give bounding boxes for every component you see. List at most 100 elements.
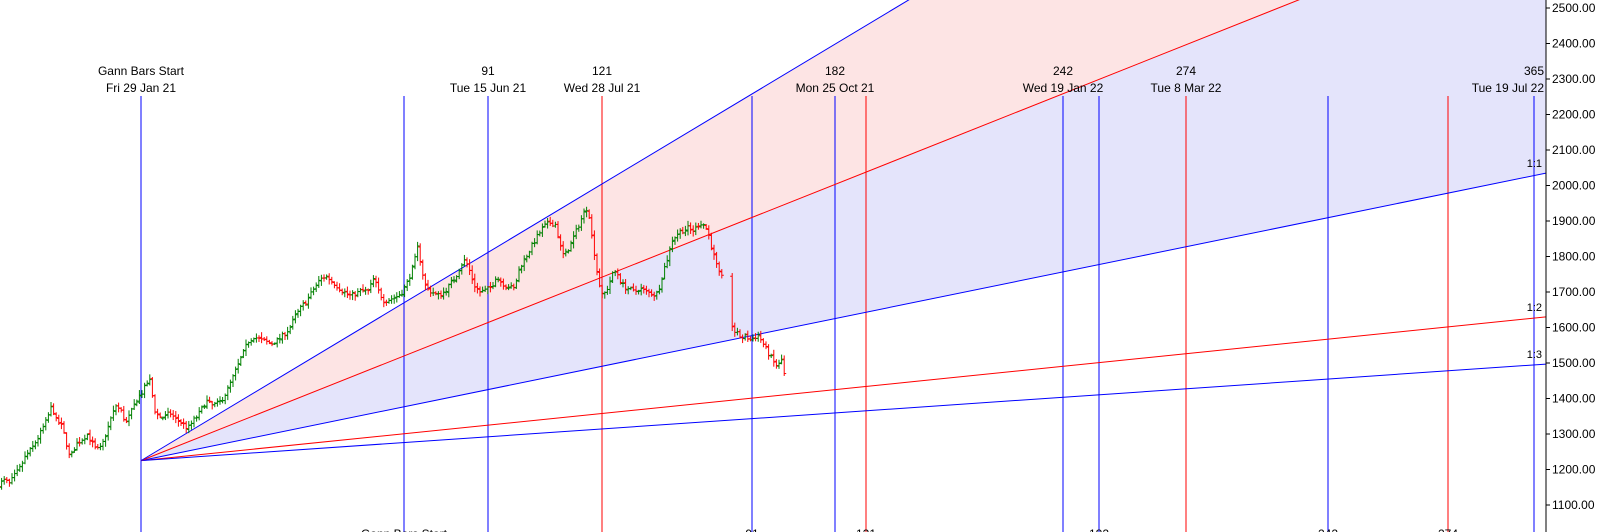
ohlc-bar: [381, 294, 386, 308]
y-tick-label: 2200.00: [1552, 108, 1596, 122]
ohlc-bar: [124, 417, 129, 424]
time-label-top-2-bars: 121: [592, 64, 612, 78]
ohlc-bar: [309, 287, 313, 300]
y-tick-label: 1600.00: [1552, 321, 1596, 335]
ohlc-bar: [639, 283, 644, 296]
ohlc-bar: [207, 396, 212, 404]
ohlc-bar: [257, 335, 261, 343]
ohlc-bar: [181, 418, 186, 429]
fan-line-1-3: [140, 363, 1546, 462]
ohlc-bar: [2, 476, 7, 485]
ohlc-bar: [150, 377, 155, 398]
ohlc-bar: [654, 290, 659, 300]
ohlc-bar: [595, 253, 599, 276]
ohlc-bar: [72, 447, 77, 453]
y-tick-label: 1800.00: [1552, 250, 1596, 264]
ohlc-bar: [296, 308, 300, 318]
ohlc-bar: [233, 366, 238, 381]
ohlc-bar: [288, 324, 293, 335]
ohlc-bar: [332, 281, 337, 289]
ohlc-bar: [706, 225, 711, 240]
ohlc-bar: [623, 279, 628, 294]
ohlc-bar: [449, 276, 454, 289]
time-label-bottom-1: 91: [745, 527, 759, 532]
ohlc-bar: [249, 338, 254, 346]
ohlc-bar: [389, 295, 394, 304]
ohlc-bar: [649, 289, 654, 297]
y-tick-label: 2000.00: [1552, 179, 1596, 193]
ohlc-bar: [90, 436, 95, 448]
ohlc-bar: [517, 266, 521, 283]
ohlc-bar: [75, 438, 79, 451]
ohlc-bar: [85, 433, 90, 441]
ohlc-bar: [80, 438, 85, 445]
ohlc-bar: [329, 276, 334, 285]
ohlc-bar: [103, 434, 108, 447]
ohlc-bar: [397, 291, 402, 298]
time-label-bottom-5: 274: [1438, 527, 1458, 532]
ohlc-bar: [335, 281, 339, 291]
ohlc-bar: [111, 405, 116, 421]
fan-line-steep-3: [140, 0, 1300, 462]
ohlc-bar: [628, 286, 633, 291]
ohlc-bar: [600, 284, 605, 299]
ohlc-bar: [173, 411, 178, 424]
ohlc-bar: [244, 339, 248, 356]
ohlc-bar: [345, 286, 350, 299]
time-label-top-3-bars: 182: [825, 64, 845, 78]
ohlc-bar: [95, 443, 100, 450]
ohlc-bar: [199, 405, 204, 414]
fan-label-1-1: 1:1: [1527, 158, 1542, 170]
ohlc-bar: [545, 218, 550, 229]
ohlc-bar: [168, 409, 173, 418]
ohlc-bar: [563, 248, 568, 257]
ohlc-bar: [197, 407, 202, 421]
time-label-bottom-3: 182: [1089, 527, 1109, 532]
y-tick-label: 2400.00: [1552, 37, 1596, 51]
ohlc-bar: [410, 264, 415, 280]
ohlc-bar: [709, 232, 714, 251]
ohlc-bar: [433, 291, 438, 296]
ohlc-bar: [67, 443, 72, 459]
ohlc-bar: [769, 353, 774, 359]
ohlc-bar: [64, 432, 69, 450]
ohlc-bar: [147, 374, 152, 386]
y-tick-label: 1100.00: [1552, 498, 1595, 512]
ohlc-bar: [59, 417, 64, 430]
ohlc-bar: [407, 273, 412, 286]
ohlc-bar: [134, 399, 139, 407]
ohlc-bar: [311, 286, 316, 296]
ohlc-bar: [56, 414, 61, 425]
fan-line-1-1: [140, 172, 1546, 462]
ohlc-bar: [779, 354, 784, 365]
ohlc-bar: [439, 290, 443, 299]
ohlc-bar: [293, 310, 298, 324]
ohlc-bar: [116, 402, 121, 413]
ohlc-bar: [376, 277, 381, 294]
ohlc-bar: [683, 225, 688, 237]
ohlc-bar: [379, 287, 384, 301]
ohlc-bar: [137, 390, 142, 404]
time-label-bottom-2: 121: [856, 527, 876, 532]
ohlc-bar: [43, 417, 48, 431]
ohlc-bar: [267, 339, 272, 345]
ohlc-bar: [366, 288, 371, 295]
ohlc-bar: [176, 414, 181, 427]
ohlc-bar: [127, 410, 131, 427]
ohlc-bar: [25, 449, 30, 460]
ohlc-bar: [342, 288, 347, 298]
ohlc-bar: [166, 407, 170, 419]
time-label-top-0-date: Fri 29 Jan 21: [106, 81, 176, 95]
time-label-top-4-date: Wed 19 Jan 22: [1023, 81, 1104, 95]
ohlc-bar: [777, 359, 781, 369]
ohlc-bar: [506, 284, 511, 291]
time-label-bottom-0: Gann Bars Start: [361, 527, 448, 532]
ohlc-bar: [142, 382, 147, 399]
y-tick-label: 1500.00: [1552, 356, 1596, 370]
ohlc-bar: [636, 289, 641, 295]
ohlc-bar: [693, 222, 698, 236]
ohlc-bar: [93, 438, 98, 450]
ohlc-bar: [350, 290, 355, 301]
ohlc-bar: [259, 332, 264, 344]
